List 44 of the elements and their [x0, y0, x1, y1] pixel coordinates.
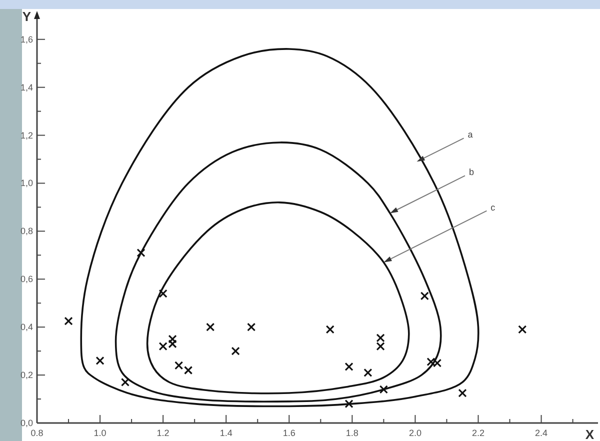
point: [326, 325, 334, 334]
point: [344, 362, 354, 371]
x-tick-label: 1.0: [94, 428, 106, 438]
x-tick-label: 1.8: [346, 428, 358, 438]
x-tick-label: 1.6: [282, 428, 296, 438]
point: [518, 325, 527, 334]
y-tick-label: 1,2: [20, 130, 33, 140]
x-tick-label: 0.8: [30, 428, 44, 438]
y-axis-title: Y: [22, 9, 32, 24]
x-tick-label: 2.4: [535, 428, 548, 438]
point: [231, 346, 240, 356]
point: [247, 322, 256, 332]
point: [379, 385, 388, 394]
y-tick-label: 0,8: [20, 226, 33, 236]
point: [458, 388, 467, 398]
y-tick-label: 0,4: [20, 322, 33, 332]
point: [420, 292, 429, 300]
x-tick-label: 2.2: [472, 428, 484, 438]
y-tick-label: 1,6: [20, 34, 33, 44]
point: [174, 361, 184, 370]
x-tick-label: 1.2: [156, 428, 170, 438]
annotation: b: [468, 167, 474, 178]
point: [158, 289, 168, 298]
point: [376, 334, 385, 342]
y-tick-label: 0,6: [20, 274, 33, 284]
annotation: a: [468, 130, 473, 140]
y-tick-label: 0,2: [20, 370, 33, 380]
x-axis-title: X: [585, 427, 594, 441]
point: [136, 248, 146, 258]
y-tick-label: 1,4: [20, 82, 33, 92]
x-tick-label: 2.0: [408, 428, 422, 438]
point: [376, 342, 385, 351]
point: [168, 334, 177, 344]
point: [120, 378, 130, 387]
point: [344, 400, 354, 408]
x-tick-label: 1.4: [220, 428, 232, 438]
y-tick-label: 1,0: [20, 178, 33, 188]
point: [64, 316, 73, 326]
y-tick-label: 0,0: [20, 418, 33, 428]
point: [206, 322, 215, 332]
point: [184, 366, 193, 375]
point: [96, 356, 104, 365]
point: [364, 368, 372, 377]
annotation: c: [490, 202, 496, 212]
